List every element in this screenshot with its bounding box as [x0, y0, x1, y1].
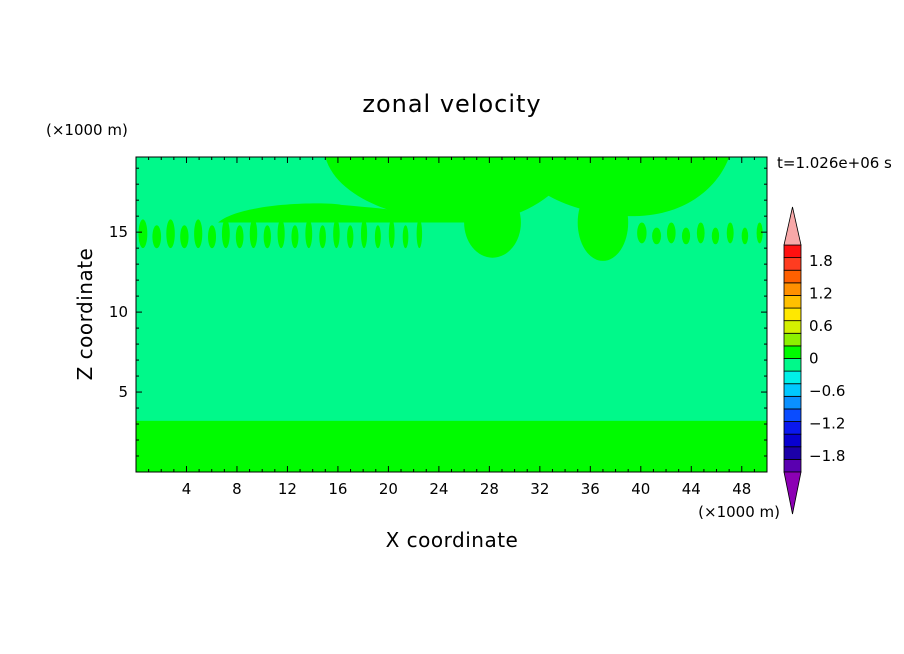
- colorbar-level: [783, 295, 802, 309]
- field-region-blobs-7-blob: [696, 222, 705, 244]
- x-axis-label: X coordinate: [386, 528, 519, 552]
- x-tick-label: 48: [732, 480, 751, 498]
- colorbar-level: [783, 370, 802, 385]
- field-region-dip-4: [464, 187, 521, 258]
- colorbar-under-arrow: [783, 471, 802, 515]
- y-tick-label: 5: [118, 383, 128, 401]
- field-region-blobs-6-blob: [249, 219, 258, 249]
- field-region-blobs-6-blob: [402, 225, 409, 249]
- field-region-blobs-6-blob: [374, 225, 381, 249]
- x-tick-label: 36: [581, 480, 600, 498]
- colorbar-level: [783, 446, 802, 460]
- field-region-blobs-6-blob: [291, 225, 299, 249]
- colorbar-tick-label: 1.2: [809, 285, 833, 303]
- field-region-blobs-7-blob: [726, 222, 734, 244]
- x-tick-label: 24: [429, 480, 448, 498]
- x-tick-label: 40: [631, 480, 650, 498]
- colorbar-over-arrow: [783, 206, 802, 246]
- colorbar-tick-label: −1.2: [809, 414, 845, 432]
- colorbar-level: [783, 433, 802, 448]
- x-tick-label: 28: [480, 480, 499, 498]
- field-region-blobs-7-blob: [652, 227, 662, 245]
- colorbar-level: [783, 358, 802, 372]
- colorbar-level: [783, 383, 802, 397]
- x-tick-label: 32: [530, 480, 549, 498]
- field-region-blobs-6-blob: [333, 219, 340, 249]
- colorbar-level: [783, 458, 802, 473]
- colorbar: −1.8 −1.2 −0.6 0 0.6 1.2 1.8: [783, 206, 845, 515]
- field-region-blobs-6-blob: [360, 219, 368, 249]
- field-region-blobs-6-blob: [194, 219, 203, 249]
- field-region-blobs-7-blob: [711, 227, 720, 245]
- colorbar-tick-label: −0.6: [809, 382, 845, 400]
- y-tick-label: 10: [109, 303, 128, 321]
- field-region-blobs-6-blob: [347, 225, 354, 249]
- field-region-blobs-6-blob: [277, 219, 285, 249]
- field-region-blobs-6-blob: [305, 219, 313, 249]
- field-region-blobs-6-blob: [388, 219, 395, 249]
- colorbar-level: [783, 320, 802, 334]
- field-region-blobs-6-blob: [152, 225, 162, 249]
- field-region-blobs-6-blob: [166, 219, 175, 249]
- field-region-dome-3: [514, 157, 730, 217]
- colorbar-tick-label: 0.6: [809, 317, 833, 335]
- chart-title: zonal velocity: [362, 90, 541, 118]
- x-tick-label: 12: [278, 480, 297, 498]
- field-region-blobs-6-blob: [319, 225, 326, 249]
- x-tick-label: 44: [682, 480, 701, 498]
- colorbar-level: [783, 421, 802, 435]
- colorbar-level: [783, 257, 802, 271]
- colorbar-level: [783, 345, 802, 359]
- time-label: t=1.026e+06 s: [777, 154, 892, 172]
- field-region-blobs-6-blob: [416, 219, 423, 249]
- y-axis-label: Z coordinate: [73, 248, 97, 381]
- colorbar-level: [783, 282, 802, 296]
- field-region-blobs-7-blob: [681, 227, 691, 245]
- field-region-blobs-6-blob: [235, 225, 244, 249]
- field-region-blobs-7-blob: [667, 222, 676, 244]
- field-region-blobs-7-blob: [741, 227, 749, 245]
- field-region-blobs-7-blob: [756, 222, 763, 244]
- colorbar-tick-label: −1.8: [809, 447, 845, 465]
- y-unit-label: (×1000 m): [46, 121, 128, 139]
- colorbar-level: [783, 395, 802, 410]
- x-tick-label: 4: [182, 480, 192, 498]
- colorbar-level: [783, 332, 802, 347]
- colorbar-tick-label: 1.8: [809, 252, 833, 270]
- field-region-blobs-6-blob: [180, 225, 189, 249]
- colorbar-level: [783, 307, 802, 322]
- field-region-blobs-6-blob: [138, 219, 148, 249]
- x-unit-label: (×1000 m): [698, 503, 780, 521]
- colorbar-level: [783, 244, 802, 259]
- field-region-dip-5: [577, 184, 629, 261]
- field-region-band-0: [136, 420, 767, 472]
- colorbar-tick-label: 0: [809, 350, 819, 368]
- x-tick-label: 20: [379, 480, 398, 498]
- colorbar-level: [783, 408, 802, 422]
- field-region-lens-1: [218, 203, 465, 223]
- field-region-blobs-6-blob: [221, 219, 230, 249]
- y-tick-label: 15: [109, 223, 128, 241]
- x-tick-label: 8: [232, 480, 242, 498]
- field-region-blobs-7-blob: [637, 222, 647, 244]
- colorbar-level: [783, 269, 802, 284]
- field-region-blobs-6-blob: [263, 225, 271, 249]
- x-tick-label: 16: [328, 480, 347, 498]
- field-region-blobs-6-blob: [208, 225, 217, 249]
